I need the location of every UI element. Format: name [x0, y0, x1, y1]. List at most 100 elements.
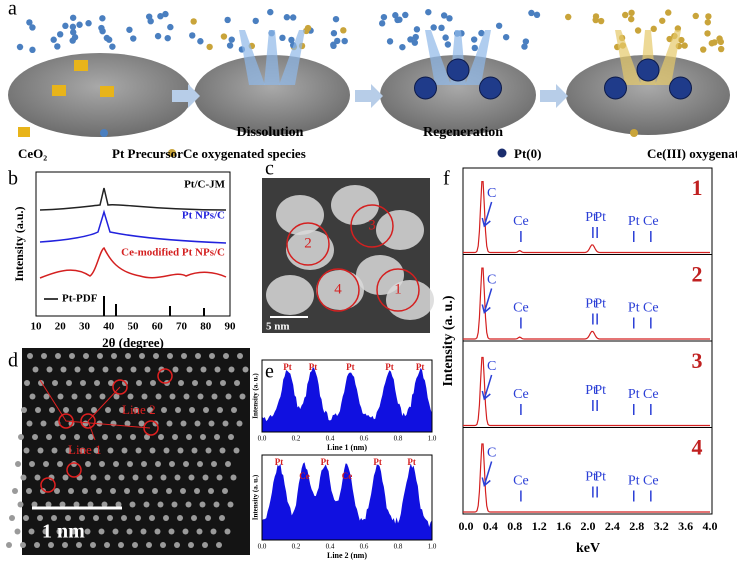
atom	[154, 528, 161, 535]
precursor-dot	[592, 13, 600, 20]
atom	[194, 488, 200, 494]
atom	[186, 366, 193, 373]
spectrum	[463, 356, 710, 427]
atom	[23, 515, 29, 521]
atom	[29, 393, 36, 400]
atom	[74, 434, 80, 440]
atom	[60, 366, 67, 373]
atom	[97, 353, 103, 359]
atom	[104, 474, 111, 481]
atom	[144, 434, 150, 440]
element-label: Pt	[585, 383, 597, 398]
element-label: Pt	[594, 210, 606, 225]
atom	[88, 434, 94, 440]
atom	[149, 447, 156, 454]
y-axis-label: Intensity (a.u.)	[12, 206, 26, 281]
precursor-dot	[76, 21, 83, 28]
precursor-dot	[341, 37, 348, 45]
panel-label: f	[443, 168, 450, 190]
atom	[52, 380, 58, 386]
peak-label: Pt	[407, 457, 416, 467]
panel-label: e	[265, 361, 274, 383]
atom	[160, 474, 167, 481]
atom	[118, 542, 124, 548]
pt-cluster	[669, 76, 692, 100]
atom	[46, 434, 52, 440]
atom	[71, 393, 78, 400]
atom	[157, 501, 164, 508]
atom	[185, 501, 192, 508]
atom	[108, 380, 114, 386]
legend-text: Pt(0)	[514, 146, 541, 161]
precursor-dot	[289, 14, 297, 21]
atom	[79, 447, 86, 454]
precursor-dot	[228, 36, 235, 43]
atom	[119, 407, 125, 413]
region-circle	[316, 268, 360, 312]
element-label: Pt	[585, 210, 597, 225]
precursor-dot	[386, 38, 394, 45]
element-label: Pt	[628, 214, 640, 229]
precursor-dot	[681, 42, 688, 49]
precursor-dot	[565, 13, 572, 21]
atom	[171, 501, 178, 508]
atom	[127, 461, 133, 467]
precursor-dot	[444, 41, 452, 48]
atom	[83, 353, 89, 359]
precursor-dot	[412, 33, 419, 41]
atom	[150, 380, 156, 386]
peak-label: Pt	[321, 457, 330, 467]
precursor-dot	[332, 15, 340, 23]
peak-label: Pt	[309, 362, 318, 372]
atom	[56, 528, 63, 535]
atom	[163, 447, 170, 454]
atom	[163, 515, 169, 521]
precursor-dot	[62, 22, 69, 30]
atom	[231, 407, 237, 413]
atom	[214, 434, 220, 440]
atom	[206, 380, 212, 386]
atom	[26, 420, 33, 427]
atom	[172, 366, 179, 373]
precursor-dot	[130, 35, 137, 42]
pt-cluster	[636, 58, 660, 82]
particle	[266, 275, 314, 315]
atom	[180, 488, 186, 494]
precursor-dot	[665, 9, 672, 16]
atom	[99, 393, 106, 400]
atom	[178, 380, 184, 386]
peak-label: Pt	[385, 362, 394, 372]
x-tick-label: 0.0	[258, 435, 267, 443]
atom	[143, 501, 150, 508]
precursor-dot	[16, 43, 24, 51]
precursor-dot	[330, 41, 337, 48]
precursor-dot	[716, 35, 723, 42]
spectrum	[463, 443, 710, 513]
precursor-dot	[29, 24, 36, 31]
peak-label: Ce	[342, 471, 353, 481]
atom	[77, 407, 83, 413]
atom	[211, 461, 217, 467]
element-label: C	[487, 273, 496, 288]
panel-label: d	[8, 350, 18, 372]
panel-label: b	[8, 168, 18, 190]
precursor-dot	[340, 27, 347, 34]
x-axis-label: Line 2 (nm)	[327, 551, 367, 560]
atom	[65, 515, 71, 521]
atom	[32, 366, 39, 373]
legend-text: CeO₂	[18, 146, 47, 161]
atom	[43, 461, 49, 467]
atom	[139, 353, 145, 359]
x-tick-label: 0.2	[292, 543, 301, 551]
atom	[82, 488, 88, 494]
atom	[88, 366, 95, 373]
atom	[149, 515, 155, 521]
atom	[161, 407, 167, 413]
precursor-dot	[85, 20, 92, 27]
atom	[138, 420, 145, 427]
precursor-dot	[226, 42, 234, 49]
element-label: Ce	[513, 474, 529, 489]
atom	[197, 461, 203, 467]
